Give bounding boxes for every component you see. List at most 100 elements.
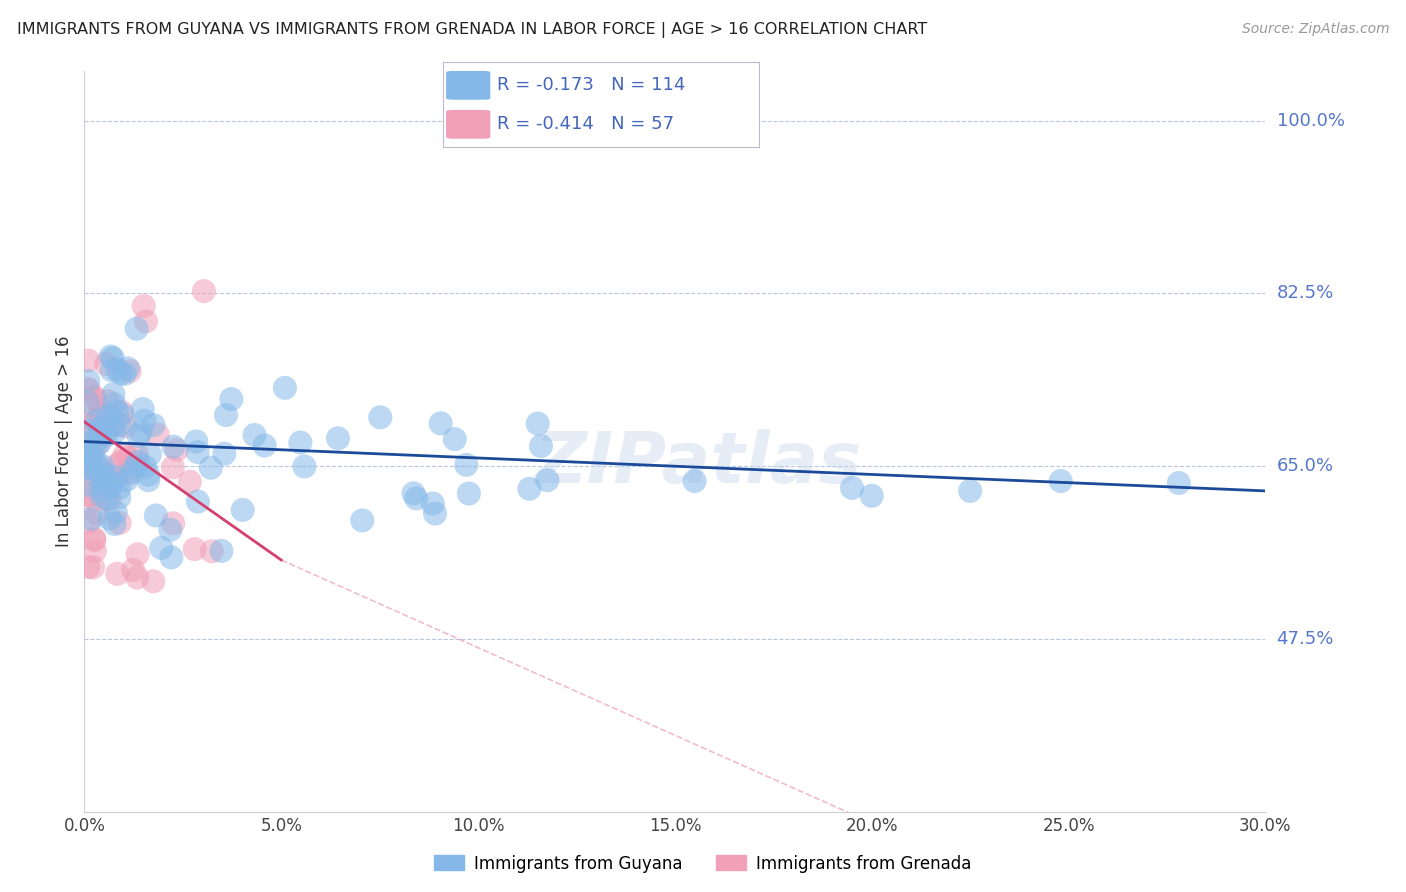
Point [101, 417, 124, 432]
Point [100, 350, 122, 364]
Point [456, 458, 478, 472]
Point [90, 409, 112, 423]
Point [98, 491, 121, 506]
Point [84, 463, 107, 477]
Point [103, 417, 125, 432]
Point [94, 478, 117, 492]
Point [368, 410, 391, 425]
Point [77, 487, 100, 501]
Point [125, 322, 148, 336]
Point [1049, 474, 1071, 488]
Point [959, 483, 981, 498]
Point [108, 481, 131, 495]
Point [128, 429, 150, 443]
Point [146, 427, 169, 442]
Point [402, 486, 425, 500]
Point [83, 391, 105, 405]
Point [423, 507, 446, 521]
Point [108, 417, 131, 432]
Point [80, 449, 103, 463]
Point [221, 392, 243, 406]
Point [77, 437, 100, 451]
Point [142, 574, 165, 589]
Text: ZIPatlas: ZIPatlas [534, 429, 862, 499]
Point [77, 417, 100, 432]
Point [83, 544, 105, 558]
Point [83, 391, 105, 405]
Point [89, 422, 111, 436]
Point [127, 455, 149, 469]
Point [103, 516, 125, 531]
Point [77, 382, 100, 396]
Point [253, 438, 276, 452]
Point [105, 566, 128, 581]
Point [124, 460, 146, 475]
Point [77, 478, 100, 492]
Point [111, 408, 134, 422]
Point [86, 415, 108, 429]
Point [422, 497, 444, 511]
Point [111, 405, 134, 419]
Point [83, 443, 105, 458]
Point [98, 511, 121, 525]
Point [96, 428, 118, 442]
Point [77, 410, 100, 425]
Y-axis label: In Labor Force | Age > 16: In Labor Force | Age > 16 [55, 335, 73, 548]
Point [77, 396, 100, 410]
Point [290, 435, 312, 450]
Point [132, 299, 155, 313]
Point [162, 460, 184, 475]
Point [162, 516, 184, 531]
Point [77, 460, 100, 475]
Point [139, 447, 162, 461]
Point [86, 507, 108, 521]
Point [86, 433, 108, 447]
Point [142, 417, 165, 432]
Point [118, 364, 141, 378]
Point [91, 475, 114, 490]
Point [683, 474, 706, 488]
Point [103, 397, 125, 411]
FancyBboxPatch shape [446, 110, 491, 139]
Point [530, 439, 553, 453]
Point [429, 417, 451, 431]
Point [77, 384, 100, 398]
Point [89, 466, 111, 480]
Point [187, 445, 209, 459]
Point [114, 367, 136, 381]
Point [114, 448, 136, 462]
Point [179, 475, 201, 489]
Point [101, 476, 124, 491]
Point [127, 547, 149, 561]
Point [159, 523, 181, 537]
Point [100, 363, 122, 377]
Point [134, 459, 156, 474]
Point [82, 560, 104, 574]
Text: 65.0%: 65.0% [1277, 458, 1333, 475]
Point [83, 493, 105, 508]
Point [232, 503, 254, 517]
Point [457, 486, 479, 500]
Point [89, 436, 111, 450]
Point [145, 508, 167, 523]
Point [94, 469, 117, 483]
Point [127, 570, 149, 584]
Point [405, 491, 427, 506]
Point [115, 467, 138, 481]
Point [94, 357, 117, 371]
Point [162, 440, 184, 454]
Point [526, 417, 548, 431]
Point [1167, 475, 1189, 490]
Point [125, 447, 148, 461]
Point [129, 425, 152, 439]
Point [87, 460, 110, 475]
Point [80, 512, 103, 526]
Point [132, 402, 155, 417]
Point [114, 419, 136, 434]
Point [215, 408, 238, 422]
Point [90, 464, 112, 478]
Point [104, 424, 127, 438]
Text: R = -0.414   N = 57: R = -0.414 N = 57 [496, 115, 673, 133]
Point [80, 424, 103, 438]
Point [117, 361, 139, 376]
